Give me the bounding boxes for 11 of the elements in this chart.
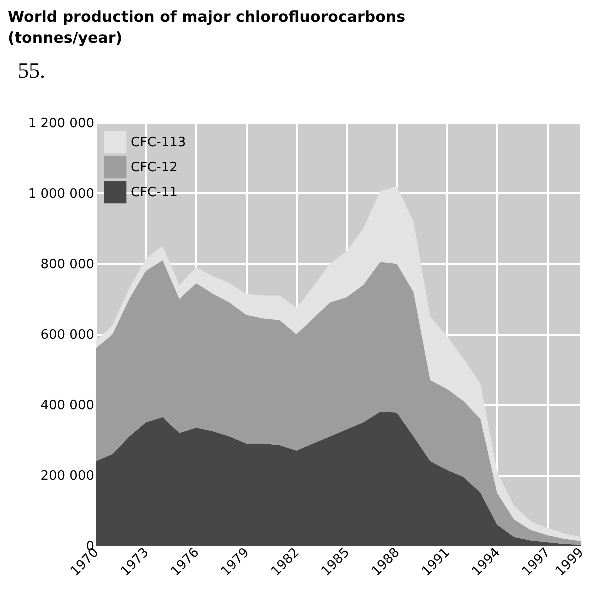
y-tick-label: 1 000 000 (28, 187, 94, 202)
y-tick-label: 200 000 (40, 469, 94, 484)
legend-label: CFC-12 (131, 160, 178, 176)
text: 55. (18, 58, 46, 83)
chart-title: World production of major chlorofluorocarbons (tonnes/year) (8, 8, 406, 47)
y-tick-label: 800 000 (40, 258, 94, 272)
y-tick-label: 600 000 (40, 328, 94, 343)
legend-label: CFC-113 (131, 136, 186, 150)
legend-label: CFC-11 (131, 186, 178, 200)
y-tick-label: 400 000 (40, 398, 94, 414)
y-tick-label: 1 200 000 (28, 116, 94, 132)
